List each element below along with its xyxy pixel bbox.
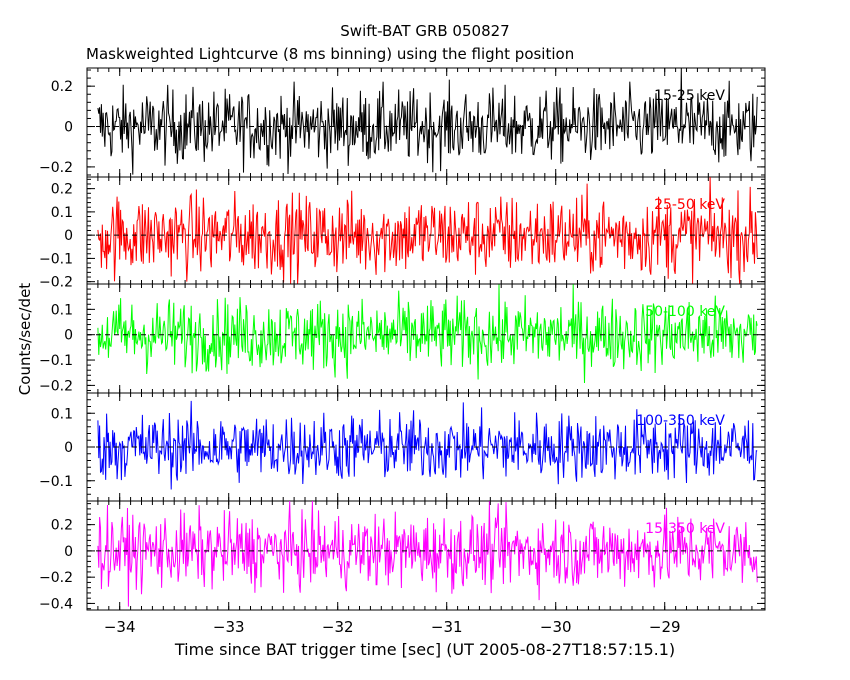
x-tick-label: −30 — [540, 618, 572, 636]
panel-energy-label: 100-350 keV — [636, 413, 725, 429]
lightcurve-series — [97, 67, 758, 175]
y-tick-label: 0.1 — [51, 302, 73, 318]
x-tick-label: −29 — [649, 618, 681, 636]
y-tick-label: 0.2 — [51, 518, 73, 534]
panel-energy-label: 50-100 keV — [645, 304, 725, 320]
y-axis-label: Counts/sec/det — [16, 282, 34, 396]
y-tick-label: 0 — [64, 228, 73, 244]
y-tick-label: 0.1 — [51, 205, 73, 221]
y-tick-label: −0.4 — [39, 596, 73, 612]
panel-frame — [86, 500, 766, 611]
y-tick-label: 0 — [64, 328, 73, 344]
panel-energy-label: 25-50 keV — [654, 197, 725, 213]
y-tick-label: −0.2 — [39, 160, 73, 176]
y-tick-label: 0.2 — [51, 79, 73, 95]
x-tick-label: −31 — [431, 618, 463, 636]
y-tick-label: −0.1 — [39, 474, 73, 490]
y-tick-label: −0.2 — [39, 378, 73, 394]
lightcurve-series — [97, 400, 758, 490]
y-tick-label: 0 — [64, 440, 73, 456]
y-tick-label: −0.2 — [39, 570, 73, 586]
lightcurve-series — [97, 177, 758, 285]
y-tick-label: −0.2 — [39, 275, 73, 291]
chart-subtitle: Maskweighted Lightcurve (8 ms binning) u… — [86, 45, 575, 63]
y-tick-label: −0.1 — [39, 251, 73, 267]
y-tick-label: 0 — [64, 120, 73, 136]
panel-energy-label: 15-25 keV — [654, 88, 725, 104]
lightcurve-series — [97, 284, 758, 384]
chart-title: Swift-BAT GRB 050827 — [340, 22, 510, 40]
lightcurve-series — [97, 500, 758, 607]
x-tick-label: −33 — [213, 618, 245, 636]
x-axis-label: Time since BAT trigger time [sec] (UT 20… — [174, 640, 676, 659]
x-tick-label: −32 — [322, 618, 354, 636]
y-tick-label: 0 — [64, 544, 73, 560]
y-tick-label: 0.2 — [51, 182, 73, 198]
y-tick-label: −0.1 — [39, 353, 73, 369]
x-tick-label: −34 — [104, 618, 136, 636]
panel-energy-label: 15-350 keV — [645, 521, 725, 537]
y-tick-label: 0.1 — [51, 406, 73, 422]
